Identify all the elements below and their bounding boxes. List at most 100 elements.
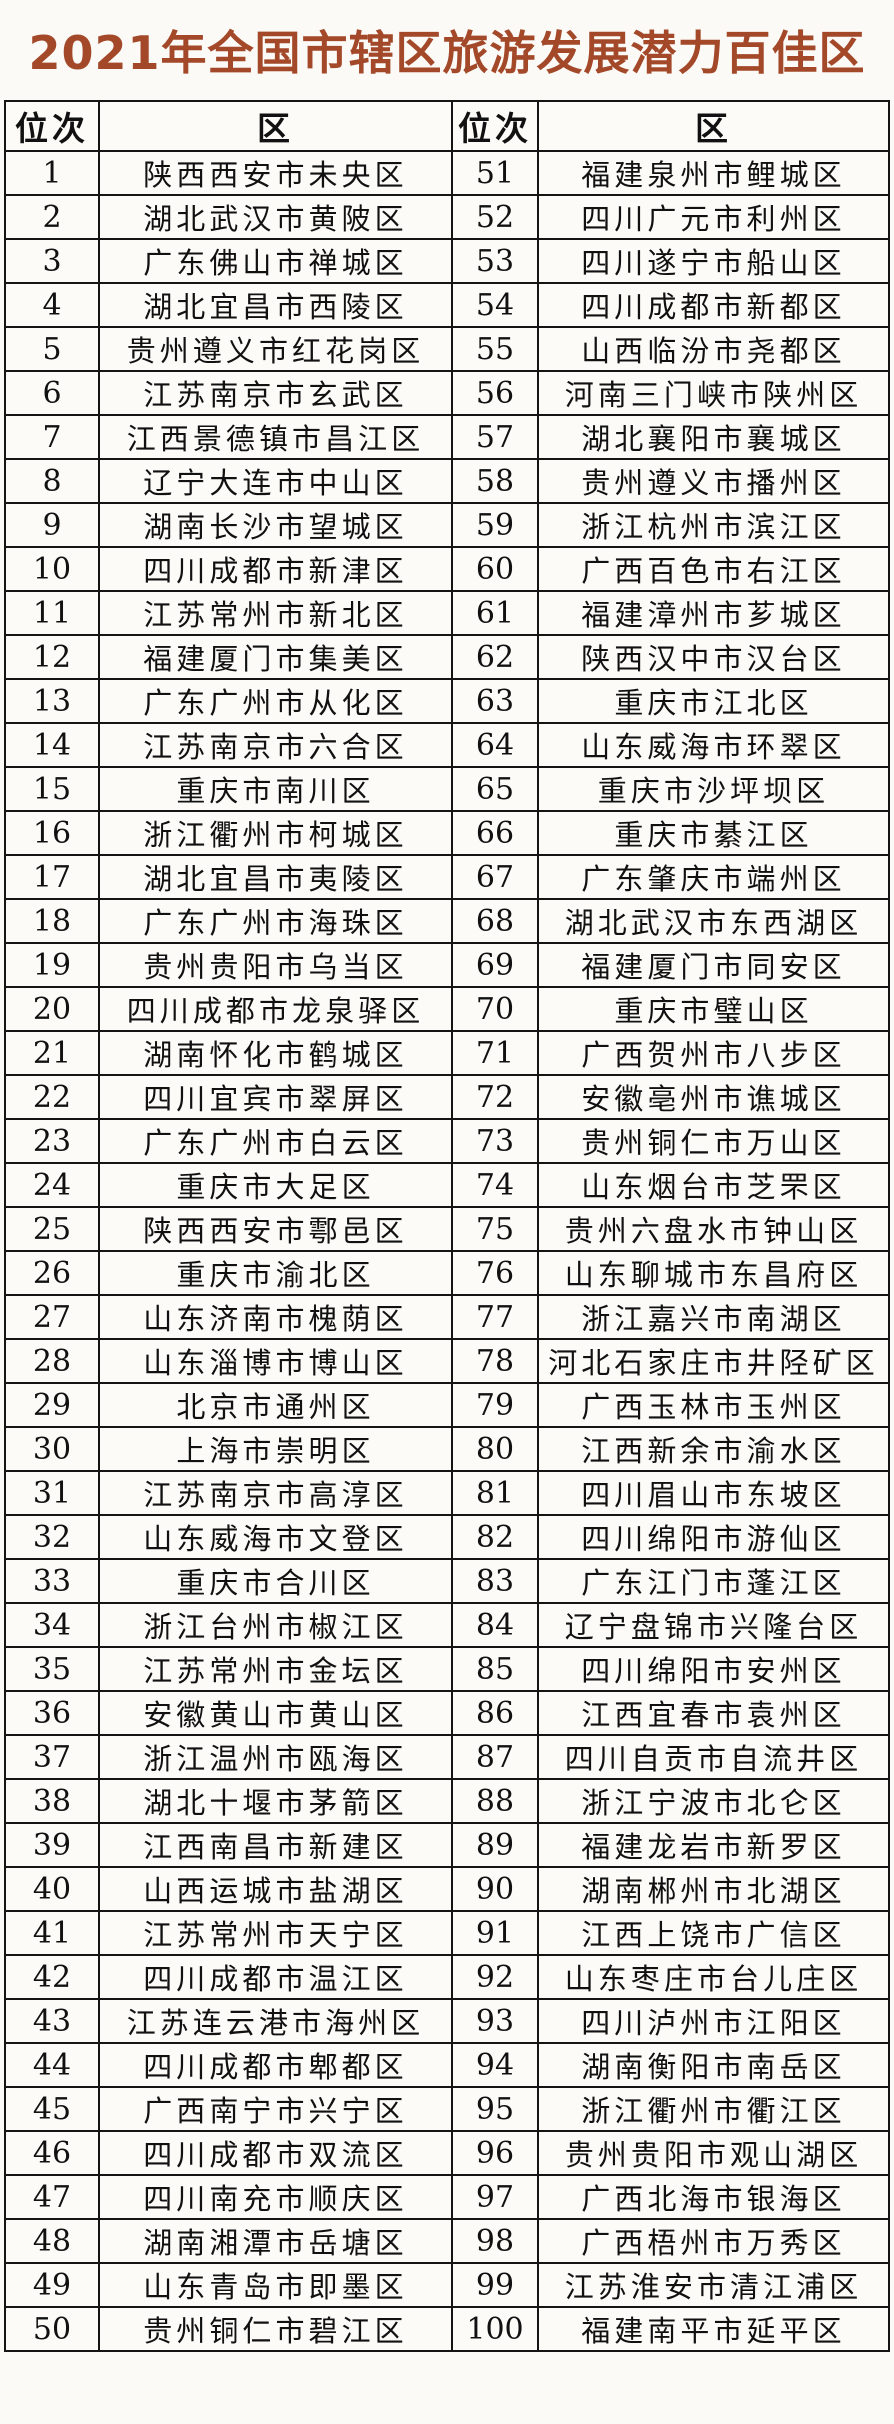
rank-left-cell: 1 xyxy=(4,150,100,196)
rank-right-cell: 57 xyxy=(451,414,539,460)
district-right-cell: 湖南衡阳市南岳区 xyxy=(537,2042,890,2088)
rank-right-cell: 97 xyxy=(451,2174,539,2220)
rank-right-cell: 70 xyxy=(451,986,539,1032)
table-row: 39 江西南昌市新建区 89 福建龙岩市新罗区 xyxy=(4,1822,890,1868)
district-right-cell: 广西玉林市玉州区 xyxy=(537,1382,890,1428)
rank-left-cell: 40 xyxy=(4,1866,100,1912)
rank-right-cell: 79 xyxy=(451,1382,539,1428)
rank-right-cell: 76 xyxy=(451,1250,539,1296)
rank-left-cell: 41 xyxy=(4,1910,100,1956)
table-row: 2 湖北武汉市黄陂区 52 四川广元市利州区 xyxy=(4,194,890,240)
table-row: 13 广东广州市从化区 63 重庆市江北区 xyxy=(4,678,890,724)
rank-left-cell: 18 xyxy=(4,898,100,944)
district-left-cell: 北京市通州区 xyxy=(98,1382,453,1428)
district-left-cell: 上海市崇明区 xyxy=(98,1426,453,1472)
rank-left-cell: 12 xyxy=(4,634,100,680)
rank-right-cell: 90 xyxy=(451,1866,539,1912)
district-right-cell: 福建南平市延平区 xyxy=(537,2306,890,2352)
rank-left-cell: 37 xyxy=(4,1734,100,1780)
rank-right-cell: 52 xyxy=(451,194,539,240)
district-right-cell: 重庆市沙坪坝区 xyxy=(537,766,890,812)
district-left-cell: 广西南宁市兴宁区 xyxy=(98,2086,453,2132)
district-left-cell: 福建厦门市集美区 xyxy=(98,634,453,680)
district-right-cell: 湖南郴州市北湖区 xyxy=(537,1866,890,1912)
rank-left-cell: 28 xyxy=(4,1338,100,1384)
rank-right-cell: 71 xyxy=(451,1030,539,1076)
district-right-cell: 浙江宁波市北仑区 xyxy=(537,1778,890,1824)
rank-right-cell: 84 xyxy=(451,1602,539,1648)
rank-right-cell: 89 xyxy=(451,1822,539,1868)
district-left-cell: 江苏常州市金坛区 xyxy=(98,1646,453,1692)
rank-right-cell: 82 xyxy=(451,1514,539,1560)
district-left-cell: 浙江台州市椒江区 xyxy=(98,1602,453,1648)
table-row: 5 贵州遵义市红花岗区 55 山西临汾市尧都区 xyxy=(4,326,890,372)
rank-left-cell: 44 xyxy=(4,2042,100,2088)
district-right-cell: 四川遂宁市船山区 xyxy=(537,238,890,284)
rank-left-cell: 45 xyxy=(4,2086,100,2132)
header-rank-right: 位次 xyxy=(451,100,539,152)
district-right-cell: 山东威海市环翠区 xyxy=(537,722,890,768)
table-body: 1 陕西西安市未央区 51 福建泉州市鲤城区 2 湖北武汉市黄陂区 52 四川广元市利州区 3 广… xyxy=(4,150,890,2352)
district-right-cell: 安徽亳州市谯城区 xyxy=(537,1074,890,1120)
table-row: 37 浙江温州市瓯海区 87 四川自贡市自流井区 xyxy=(4,1734,890,1780)
table-row: 4 湖北宜昌市西陵区 54 四川成都市新都区 xyxy=(4,282,890,328)
district-right-cell: 贵州六盘水市钟山区 xyxy=(537,1206,890,1252)
district-left-cell: 江苏南京市六合区 xyxy=(98,722,453,768)
table-row: 42 四川成都市温江区 92 山东枣庄市台儿庄区 xyxy=(4,1954,890,2000)
rank-left-cell: 34 xyxy=(4,1602,100,1648)
district-left-cell: 广东佛山市禅城区 xyxy=(98,238,453,284)
table-row: 23 广东广州市白云区 73 贵州铜仁市万山区 xyxy=(4,1118,890,1164)
table-row: 18 广东广州市海珠区 68 湖北武汉市东西湖区 xyxy=(4,898,890,944)
rank-left-cell: 27 xyxy=(4,1294,100,1340)
rank-right-cell: 59 xyxy=(451,502,539,548)
rank-left-cell: 19 xyxy=(4,942,100,988)
district-right-cell: 山东枣庄市台儿庄区 xyxy=(537,1954,890,2000)
rank-right-cell: 69 xyxy=(451,942,539,988)
rank-right-cell: 67 xyxy=(451,854,539,900)
district-left-cell: 广东广州市从化区 xyxy=(98,678,453,724)
table-row: 16 浙江衢州市柯城区 66 重庆市綦江区 xyxy=(4,810,890,856)
table-row: 14 江苏南京市六合区 64 山东威海市环翠区 xyxy=(4,722,890,768)
table-row: 50 贵州铜仁市碧江区 100 福建南平市延平区 xyxy=(4,2306,890,2352)
district-left-cell: 重庆市渝北区 xyxy=(98,1250,453,1296)
rank-left-cell: 25 xyxy=(4,1206,100,1252)
district-right-cell: 贵州贵阳市观山湖区 xyxy=(537,2130,890,2176)
rank-left-cell: 33 xyxy=(4,1558,100,1604)
rank-right-cell: 77 xyxy=(451,1294,539,1340)
rank-left-cell: 43 xyxy=(4,1998,100,2044)
district-right-cell: 河北石家庄市井陉矿区 xyxy=(537,1338,890,1384)
table-row: 44 四川成都市郫都区 94 湖南衡阳市南岳区 xyxy=(4,2042,890,2088)
district-right-cell: 江西新余市渝水区 xyxy=(537,1426,890,1472)
table-row: 43 江苏连云港市海州区 93 四川泸州市江阳区 xyxy=(4,1998,890,2044)
district-left-cell: 四川南充市顺庆区 xyxy=(98,2174,453,2220)
district-left-cell: 江苏常州市天宁区 xyxy=(98,1910,453,1956)
district-right-cell: 四川广元市利州区 xyxy=(537,194,890,240)
rank-left-cell: 11 xyxy=(4,590,100,636)
table-row: 40 山西运城市盐湖区 90 湖南郴州市北湖区 xyxy=(4,1866,890,1912)
rank-left-cell: 16 xyxy=(4,810,100,856)
rank-right-cell: 68 xyxy=(451,898,539,944)
table-row: 6 江苏南京市玄武区 56 河南三门峡市陕州区 xyxy=(4,370,890,416)
table-header-row: 位次 区 位次 区 xyxy=(4,100,890,152)
district-right-cell: 四川成都市新都区 xyxy=(537,282,890,328)
rank-left-cell: 46 xyxy=(4,2130,100,2176)
table-row: 29 北京市通州区 79 广西玉林市玉州区 xyxy=(4,1382,890,1428)
district-left-cell: 浙江温州市瓯海区 xyxy=(98,1734,453,1780)
ranking-table: 位次 区 位次 区 1 陕西西安市未央区 51 福建泉州市鲤城区 2 湖北武汉市黄陂区 52… xyxy=(4,100,890,2352)
rank-left-cell: 36 xyxy=(4,1690,100,1736)
rank-right-cell: 80 xyxy=(451,1426,539,1472)
rank-right-cell: 98 xyxy=(451,2218,539,2264)
table-row: 22 四川宜宾市翠屏区 72 安徽亳州市谯城区 xyxy=(4,1074,890,1120)
district-left-cell: 湖北宜昌市夷陵区 xyxy=(98,854,453,900)
district-right-cell: 广东江门市蓬江区 xyxy=(537,1558,890,1604)
rank-left-cell: 3 xyxy=(4,238,100,284)
rank-left-cell: 30 xyxy=(4,1426,100,1472)
table-row: 26 重庆市渝北区 76 山东聊城市东昌府区 xyxy=(4,1250,890,1296)
district-left-cell: 四川成都市温江区 xyxy=(98,1954,453,2000)
district-right-cell: 福建泉州市鲤城区 xyxy=(537,150,890,196)
table-row: 19 贵州贵阳市乌当区 69 福建厦门市同安区 xyxy=(4,942,890,988)
district-left-cell: 辽宁大连市中山区 xyxy=(98,458,453,504)
rank-right-cell: 91 xyxy=(451,1910,539,1956)
rank-right-cell: 95 xyxy=(451,2086,539,2132)
table-row: 7 江西景德镇市昌江区 57 湖北襄阳市襄城区 xyxy=(4,414,890,460)
